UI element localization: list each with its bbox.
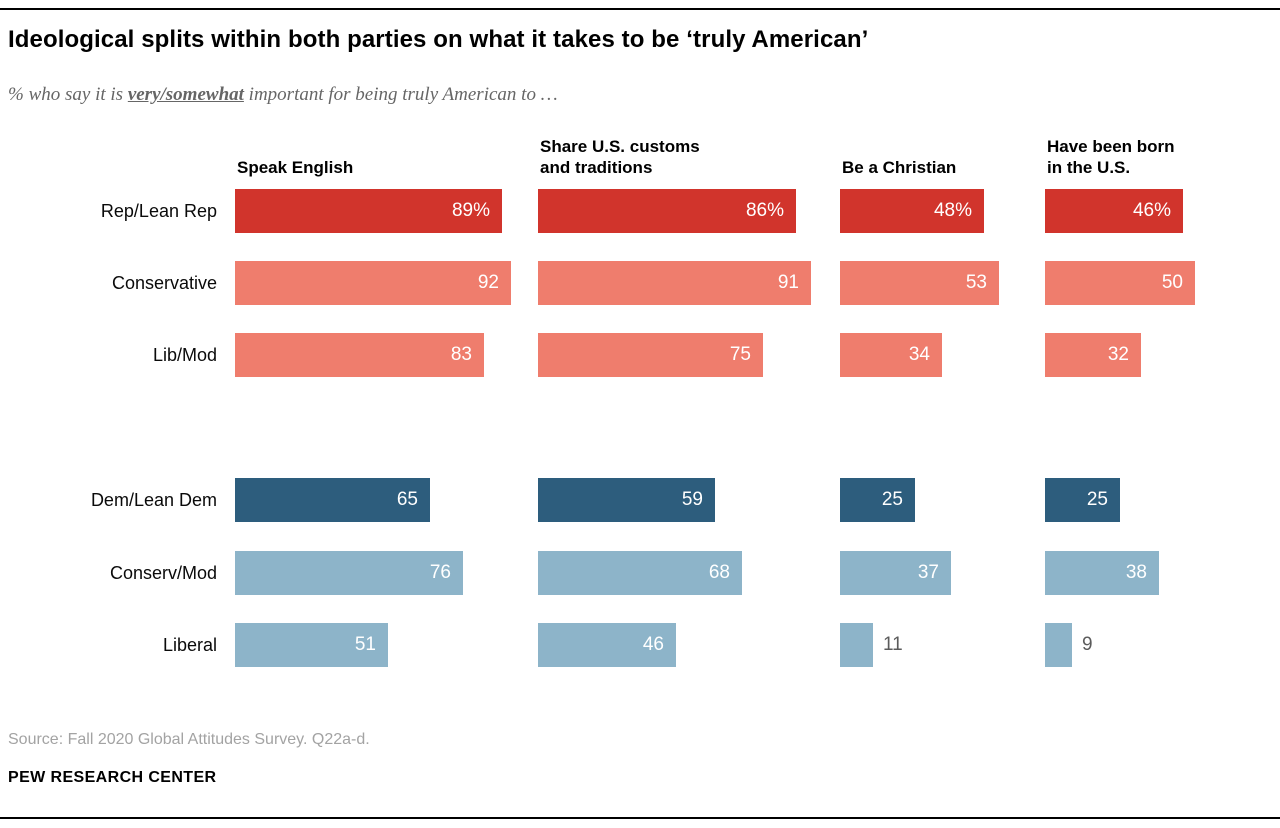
bar: 53 [840, 261, 999, 305]
bar-value-label: 89% [451, 200, 490, 221]
bar-value-label: 51 [354, 634, 376, 655]
bar: 86% [538, 189, 796, 233]
bar-value-label: 34 [908, 344, 930, 365]
bar-value-label: 46% [1132, 200, 1171, 221]
bar: 76 [235, 551, 463, 595]
bar-value-label: 53 [965, 272, 987, 293]
bar: 51 [235, 623, 388, 667]
subtitle-prefix: % who say it is [8, 84, 128, 105]
bar-value-label: 91 [777, 272, 799, 293]
bar: 46 [538, 623, 676, 667]
bar: 83 [235, 333, 484, 377]
top-divider [0, 8, 1280, 10]
bar-value-label: 76 [429, 562, 451, 583]
bar-value-label: 83 [450, 344, 472, 365]
column-header: Be a Christian [842, 157, 957, 177]
bar-value-label: 59 [681, 489, 703, 510]
bar-value-label: 92 [477, 272, 499, 293]
pew-research-center-brand: PEW RESEARCH CENTER [8, 769, 217, 786]
row-label: Dem/Lean Dem [90, 490, 217, 510]
bar: 92 [235, 261, 511, 305]
chart-subtitle: % who say it is very/somewhat important … [8, 84, 558, 106]
row-label: Conservative [111, 273, 217, 293]
bar-value-label: 25 [881, 489, 903, 510]
bar-value-label: 46 [642, 634, 664, 655]
bar: 38 [1045, 551, 1159, 595]
bar: 32 [1045, 333, 1141, 377]
column-header: Share U.S. customs and traditions [540, 136, 700, 177]
bar-value-label: 65 [396, 489, 418, 510]
bar: 75 [538, 333, 763, 377]
bottom-divider [0, 817, 1280, 819]
bar: 25 [840, 478, 915, 522]
row-label: Conserv/Mod [109, 563, 217, 583]
grouped-bar-chart: Speak English Share U.S. customs and trad… [0, 130, 1280, 678]
row-label: Lib/Mod [152, 345, 217, 365]
bar-value-label: 75 [729, 344, 751, 365]
bar-value-label: 48% [933, 200, 972, 221]
bar-value-label: 37 [917, 562, 939, 583]
bar: 89% [235, 189, 502, 233]
subtitle-emphasis: very/somewhat [127, 84, 244, 105]
column-header: Speak English [237, 157, 354, 177]
bar-value-label: 68 [708, 562, 730, 583]
column-header: Have been born in the U.S. [1047, 136, 1175, 177]
bar-value-label: 11 [883, 634, 903, 655]
bar: 65 [235, 478, 430, 522]
bar: 34 [840, 333, 942, 377]
bar: 25 [1045, 478, 1120, 522]
bar: 46% [1045, 189, 1183, 233]
bar-value-label: 9 [1082, 634, 1093, 655]
subtitle-suffix: important for being truly American to … [243, 84, 558, 105]
bar: 48% [840, 189, 984, 233]
bar-value-label: 32 [1107, 344, 1129, 365]
bar: 91 [538, 261, 811, 305]
bar [1045, 623, 1072, 667]
bar-value-label: 50 [1161, 272, 1183, 293]
bar: 59 [538, 478, 715, 522]
bar: 68 [538, 551, 742, 595]
bar [840, 623, 873, 667]
row-label: Rep/Lean Rep [100, 201, 217, 221]
source-note: Source: Fall 2020 Global Attitudes Surve… [8, 731, 370, 748]
bar-value-label: 86% [745, 200, 784, 221]
page-title: Ideological splits within both parties o… [8, 26, 869, 53]
bar-value-label: 25 [1086, 489, 1108, 510]
bar-value-label: 38 [1125, 562, 1147, 583]
bar: 37 [840, 551, 951, 595]
bar: 50 [1045, 261, 1195, 305]
row-label: Liberal [162, 635, 217, 655]
